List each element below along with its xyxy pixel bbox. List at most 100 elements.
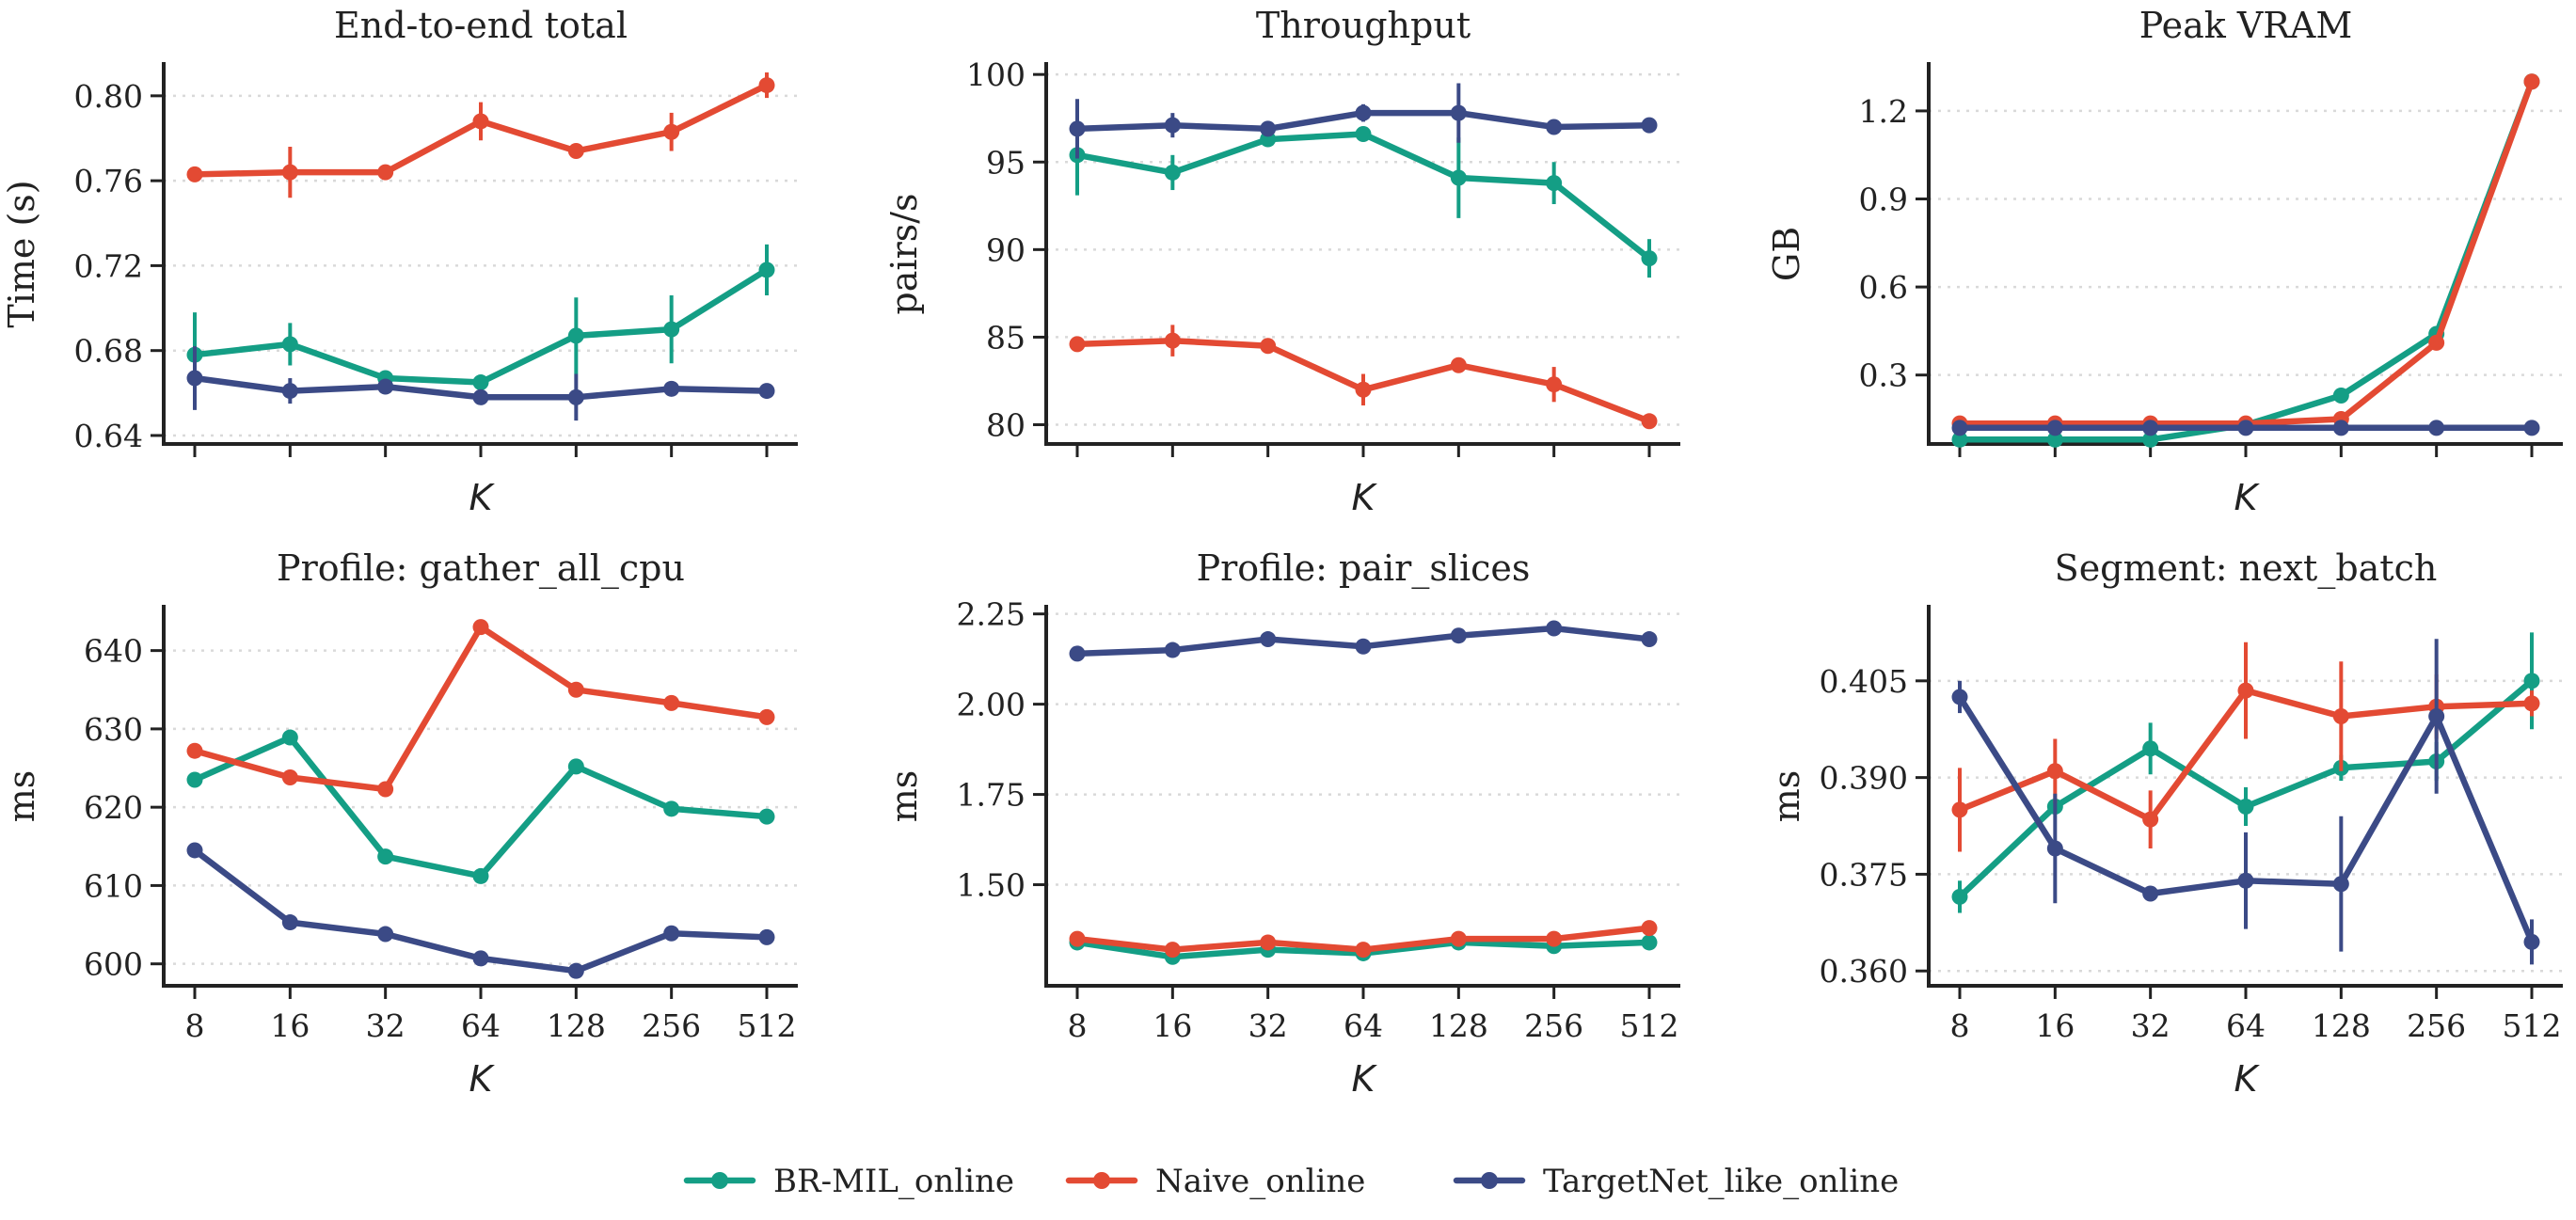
data-point [2523, 673, 2540, 689]
x-tick-label: 256 [2407, 1007, 2466, 1044]
chart-title: Profile: gather_all_cpu [277, 547, 685, 590]
chart-title: Profile: pair_slices [1197, 547, 1531, 590]
data-point [472, 388, 489, 405]
data-point [281, 729, 298, 746]
data-point [1641, 250, 1658, 267]
y-tick-label: 2.25 [957, 596, 1026, 633]
data-point [1641, 934, 1658, 951]
x-tick-label: 128 [547, 1007, 606, 1044]
data-point [1546, 620, 1563, 637]
y-tick-label: 0.3 [1859, 357, 1908, 394]
series-targetnet-like-online [1951, 639, 2540, 965]
data-point [2046, 840, 2063, 857]
panel-segment-next-batch: 0.360 0.375 0.390 0.405 8 16 32 64 128 256 512 Segm… [1766, 547, 2563, 1100]
data-point [2332, 388, 2349, 404]
y-tick-label: 0.9 [1859, 182, 1908, 218]
x-tick-label: 64 [461, 1007, 501, 1044]
data-point [758, 383, 775, 400]
y-tick-label: 0.72 [74, 247, 143, 284]
data-point [758, 808, 775, 825]
data-point [472, 619, 489, 636]
data-point [567, 681, 584, 698]
x-tick-label: 16 [2035, 1007, 2075, 1044]
y-tick-label: 80 [986, 407, 1026, 444]
data-point [281, 769, 298, 786]
chart-title: Peak VRAM [2139, 5, 2353, 46]
data-point [2332, 708, 2349, 725]
y-tick-label: 0.375 [1820, 856, 1908, 893]
data-point [2523, 420, 2540, 436]
data-point [186, 370, 203, 387]
data-point [1641, 631, 1658, 648]
data-point [2237, 420, 2254, 436]
legend-item-br-mil-online: BR-MIL_online [683, 1163, 1014, 1200]
data-point [758, 261, 775, 278]
data-point [377, 926, 394, 943]
x-tick-label: 64 [2226, 1007, 2266, 1044]
data-point [2046, 431, 2063, 448]
series-targetnet-like-online [186, 842, 775, 979]
y-axis-label: Time (s) [1, 180, 42, 327]
panel-profile-pair-slices: 1.50 1.75 2.00 2.25 8 16 32 64 128 256 512 Profile:… [883, 547, 1680, 1100]
y-tick-label: 100 [966, 56, 1026, 93]
data-point [472, 113, 489, 130]
chart-title: End-to-end total [334, 5, 628, 46]
data-point [1164, 164, 1181, 181]
data-point [2428, 708, 2445, 725]
data-point [2523, 933, 2540, 950]
data-point [472, 374, 489, 391]
data-point [1260, 120, 1277, 137]
legend-label: TargetNet_like_online [1543, 1163, 1899, 1200]
y-axis-label: ms [883, 770, 925, 823]
y-tick-label: 90 [986, 231, 1026, 268]
y-tick-label: 1.75 [957, 777, 1026, 814]
series-naive-online [1069, 325, 1658, 430]
series-targetnet-like-online [1951, 420, 2540, 436]
y-tick-label: 0.360 [1820, 953, 1908, 990]
data-point [1260, 934, 1277, 951]
chart-title: Segment: next_batch [2055, 547, 2438, 590]
x-tick-label: 512 [738, 1007, 797, 1044]
x-tick-label: 8 [185, 1007, 205, 1044]
data-point [758, 708, 775, 725]
data-point [281, 383, 298, 400]
data-point [1951, 431, 1968, 448]
data-point [2046, 763, 2063, 780]
data-point [1069, 930, 1086, 947]
data-point [1546, 930, 1563, 947]
data-point [1641, 920, 1658, 937]
data-point [2142, 885, 2159, 902]
legend-item-naive-online: Naive_online [1065, 1163, 1365, 1200]
y-tick-label: 85 [986, 319, 1026, 356]
legend: BR-MIL_online Naive_online TargetNet_like_… [683, 1163, 1899, 1200]
data-point [1069, 336, 1086, 353]
data-point [1641, 117, 1658, 134]
data-point [663, 123, 680, 140]
x-tick-label: 32 [1248, 1007, 1288, 1044]
x-tick-label: 8 [1950, 1007, 1970, 1044]
data-point [1951, 420, 1968, 436]
data-point [377, 848, 394, 865]
data-point [1641, 413, 1658, 430]
panel-profile-gather-all-cpu: 600 610 620 630 640 8 16 32 64 128 256 512 Profile: … [1, 547, 798, 1100]
x-tick-label: 16 [1153, 1007, 1192, 1044]
data-point [2428, 420, 2445, 436]
legend-marker [711, 1172, 728, 1189]
data-point [567, 962, 584, 979]
y-tick-label: 0.390 [1820, 760, 1908, 797]
data-point [1450, 356, 1467, 373]
y-tick-label: 95 [986, 144, 1026, 181]
data-point [663, 925, 680, 942]
data-point [1546, 376, 1563, 393]
y-tick-label: 0.76 [74, 163, 143, 199]
series-br-mil-online [186, 729, 775, 884]
x-axis-label: K [469, 477, 496, 518]
data-point [186, 166, 203, 182]
series-targetnet-like-online [186, 346, 775, 421]
series-br-mil-online [1069, 114, 1658, 278]
y-tick-label: 0.68 [74, 333, 143, 370]
y-axis-label: ms [1, 770, 42, 823]
data-point [663, 321, 680, 338]
y-tick-label: 2.00 [957, 687, 1026, 723]
data-point [2332, 420, 2349, 436]
